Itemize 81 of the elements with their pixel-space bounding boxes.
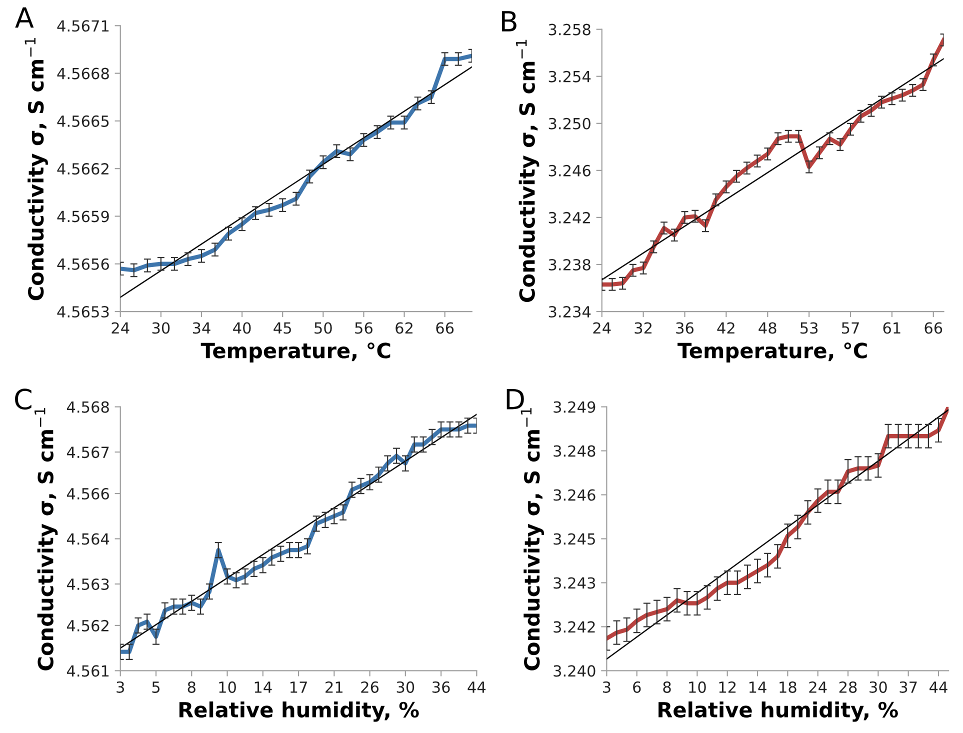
- y-tick-label: 4.5671: [57, 20, 109, 32]
- x-tick-label: 34: [192, 322, 210, 334]
- y-tick-label: 3.245: [554, 533, 595, 545]
- x-tick-label: 10: [689, 681, 706, 693]
- x-tick-label: 24: [593, 322, 611, 334]
- y-tick-label: 3.248: [554, 445, 596, 457]
- x-axis-title: Relative humidity, %: [658, 701, 898, 722]
- y-tick-label: 3.238: [548, 258, 590, 271]
- y-tick-label: 3.258: [548, 24, 590, 36]
- chart-title: D: [506, 388, 524, 410]
- x-tick-label: 14: [749, 682, 766, 693]
- y-tick-label: 4.561: [66, 665, 109, 677]
- y-tick-label: 4.5662: [57, 163, 108, 175]
- x-tick-label: 3: [116, 681, 124, 693]
- y-axis-title: Conductivity σ, S cm$^{−1}$: [520, 408, 544, 670]
- y-tick-label: 4.5668: [57, 68, 109, 80]
- y-tick-label: 3.254: [548, 70, 591, 82]
- y-tick-label: 3.246: [554, 489, 596, 501]
- x-tick-label: 18: [780, 681, 796, 693]
- x-tick-label: 50: [314, 322, 332, 334]
- y-tick-label: 4.5656: [57, 258, 109, 270]
- y-axis-title: Conductivity σ, S cm$^{−1}$: [34, 408, 58, 670]
- y-tick-label: 3.242: [554, 621, 595, 633]
- x-tick-label: 44: [468, 682, 486, 693]
- x-tick-label: 12: [719, 681, 736, 693]
- y-tick-label: 4.568: [66, 401, 109, 413]
- x-tick-label: 8: [663, 681, 671, 693]
- x-tick-label: 24: [809, 681, 827, 693]
- y-tick-label: 4.5653: [57, 306, 109, 318]
- x-tick-label: 5: [152, 682, 160, 693]
- x-tick-label: 32: [634, 322, 652, 334]
- x-tick-label: 30: [870, 681, 887, 693]
- x-tick-label: 42: [717, 322, 734, 334]
- x-tick-label: 66: [924, 322, 942, 334]
- chart-title: C: [15, 388, 32, 410]
- x-tick-label: 8: [188, 681, 196, 693]
- chart-title: A: [15, 7, 34, 28]
- y-tick-label: 4.567: [66, 446, 109, 458]
- y-tick-label: 4.564: [66, 533, 110, 545]
- x-tick-label: 6: [633, 681, 641, 693]
- y-tick-label: 3.234: [548, 306, 591, 318]
- x-tick-label: 30: [152, 322, 170, 334]
- y-tick-label: 3.242: [548, 212, 590, 224]
- x-tick-label: 21: [326, 681, 342, 693]
- x-tick-label: 53: [800, 322, 818, 334]
- x-tick-label: 44: [930, 682, 948, 693]
- y-tick-label: 3.240: [554, 665, 596, 677]
- y-tick-label: 4.563: [66, 578, 109, 590]
- y-tick-label: 4.562: [66, 620, 108, 632]
- y-tick-label: 4.5659: [57, 210, 109, 222]
- x-tick-label: 14: [254, 682, 272, 693]
- x-tick-label: 40: [233, 322, 251, 334]
- x-tick-label: 3: [602, 681, 610, 693]
- x-tick-label: 48: [758, 322, 776, 334]
- y-tick-label: 4.566: [66, 488, 109, 500]
- x-tick-label: 10: [219, 681, 236, 693]
- x-axis-title: Relative humidity, %: [179, 701, 419, 722]
- x-tick-label: 57: [842, 322, 859, 334]
- y-tick-label: 3.246: [548, 164, 590, 176]
- x-tick-label: 36: [432, 681, 450, 693]
- x-tick-label: 56: [355, 322, 372, 334]
- y-axis-title: Conductivity σ, S cm$^{−1}$: [516, 40, 540, 302]
- x-tick-label: 61: [883, 322, 900, 334]
- x-tick-label: 24: [112, 322, 130, 334]
- x-tick-label: 30: [396, 681, 414, 693]
- x-axis-title: Temperature, °C: [200, 342, 390, 362]
- x-tick-label: 26: [361, 681, 379, 693]
- x-tick-label: 62: [396, 322, 412, 334]
- x-tick-label: 45: [274, 322, 291, 334]
- y-tick-label: 3.250: [548, 118, 590, 130]
- x-tick-label: 17: [290, 682, 307, 693]
- x-tick-label: 28: [839, 681, 857, 693]
- y-tick-label: 3.249: [554, 401, 596, 413]
- x-tick-label: 66: [436, 322, 454, 334]
- y-tick-label: 3.243: [554, 577, 596, 589]
- y-tick-label: 4.5665: [57, 115, 109, 127]
- chart-title: B: [502, 11, 516, 32]
- y-axis-title: Conductivity σ, S cm$^{−1}$: [24, 38, 48, 300]
- x-tick-label: 37: [900, 681, 917, 693]
- x-tick-label: 36: [676, 322, 694, 334]
- x-axis-title: Temperature, °C: [678, 342, 867, 362]
